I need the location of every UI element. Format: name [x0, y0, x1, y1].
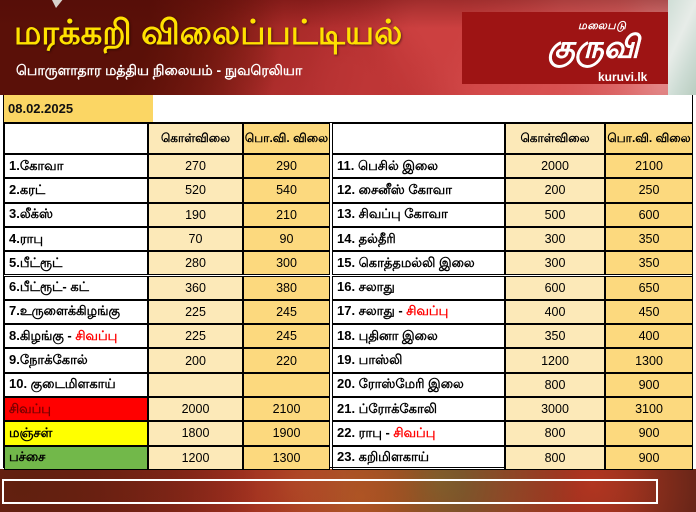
svg-text:குருவி: குருவி: [548, 29, 643, 68]
